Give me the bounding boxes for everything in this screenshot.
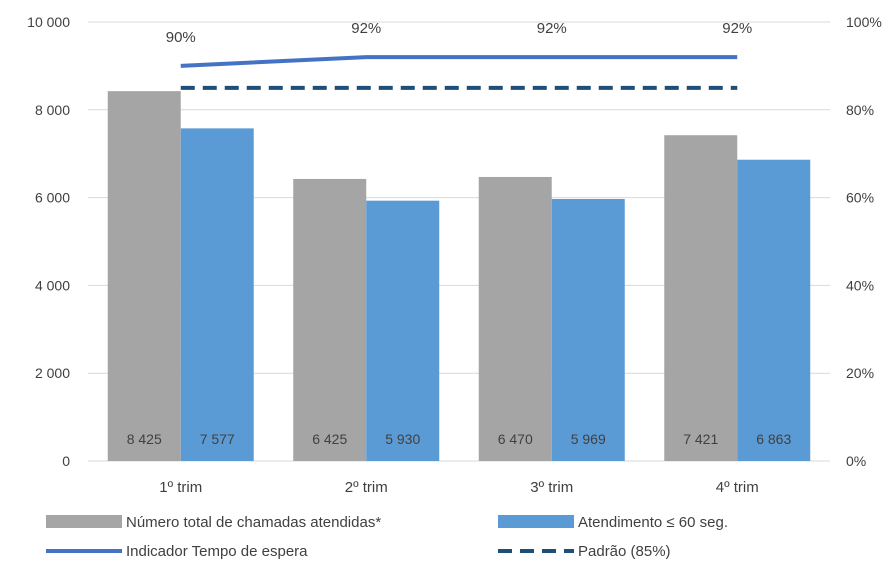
left-tick-label: 2 000 — [35, 365, 70, 381]
bar-data-label: 6 863 — [756, 431, 791, 447]
bar — [366, 200, 440, 461]
bar-data-label: 5 969 — [571, 431, 606, 447]
category-label: 1º trim — [159, 479, 202, 496]
left-tick-label: 10 000 — [27, 14, 70, 30]
bar — [293, 178, 367, 461]
category-label: 4º trim — [716, 479, 759, 496]
legend-swatch — [46, 515, 122, 528]
left-tick-label: 6 000 — [35, 190, 70, 206]
bar-data-label: 6 470 — [498, 431, 533, 447]
bar — [180, 128, 254, 462]
legend-label: Atendimento ≤ 60 seg. — [578, 514, 728, 531]
right-tick-label: 80% — [846, 102, 874, 118]
bar-data-label: 6 425 — [312, 431, 347, 447]
right-tick-label: 60% — [846, 190, 874, 206]
left-axis-ticks: 0 2 000 4 000 6 000 8 000 10 000 — [27, 14, 70, 469]
legend: Número total de chamadas atendidas* Atend… — [46, 514, 728, 560]
line-data-label: 92% — [351, 20, 381, 37]
left-tick-label: 4 000 — [35, 277, 70, 293]
legend-label: Número total de chamadas atendidas* — [126, 514, 381, 531]
indicator-line — [180, 55, 738, 68]
left-tick-label: 0 — [62, 453, 70, 469]
category-label: 2º trim — [345, 479, 388, 496]
bar-data-label: 7 421 — [683, 431, 718, 447]
bar-data-label: 5 930 — [385, 431, 420, 447]
bar — [664, 135, 738, 462]
line-data-label: 92% — [537, 20, 567, 37]
bar-data-label: 7 577 — [200, 431, 235, 447]
left-tick-label: 8 000 — [35, 102, 70, 118]
legend-label: Indicador Tempo de espera — [126, 543, 308, 560]
bars: 8 425 6 425 6 470 7 421 7 577 5 930 5 969 6 863 — [107, 91, 811, 462]
line-data-label: 90% — [166, 29, 196, 46]
right-axis-ticks: 0% 20% 40% 60% 80% 100% — [846, 14, 882, 469]
category-labels: 1º trim 2º trim 3º trim 4º trim — [159, 479, 758, 496]
legend-swatch — [498, 515, 574, 528]
right-tick-label: 20% — [846, 365, 874, 381]
right-tick-label: 100% — [846, 14, 882, 30]
bar-data-label: 8 425 — [127, 431, 162, 447]
bar — [551, 198, 625, 461]
right-tick-label: 0% — [846, 453, 866, 469]
lines: 90% 92% 92% 92% — [166, 20, 752, 90]
bar — [107, 91, 181, 461]
category-label: 3º trim — [530, 479, 573, 496]
legend-label: Padrão (85%) — [578, 543, 671, 560]
right-tick-label: 40% — [846, 277, 874, 293]
bar — [478, 176, 552, 462]
bar — [737, 159, 811, 461]
line-data-label: 92% — [722, 20, 752, 37]
